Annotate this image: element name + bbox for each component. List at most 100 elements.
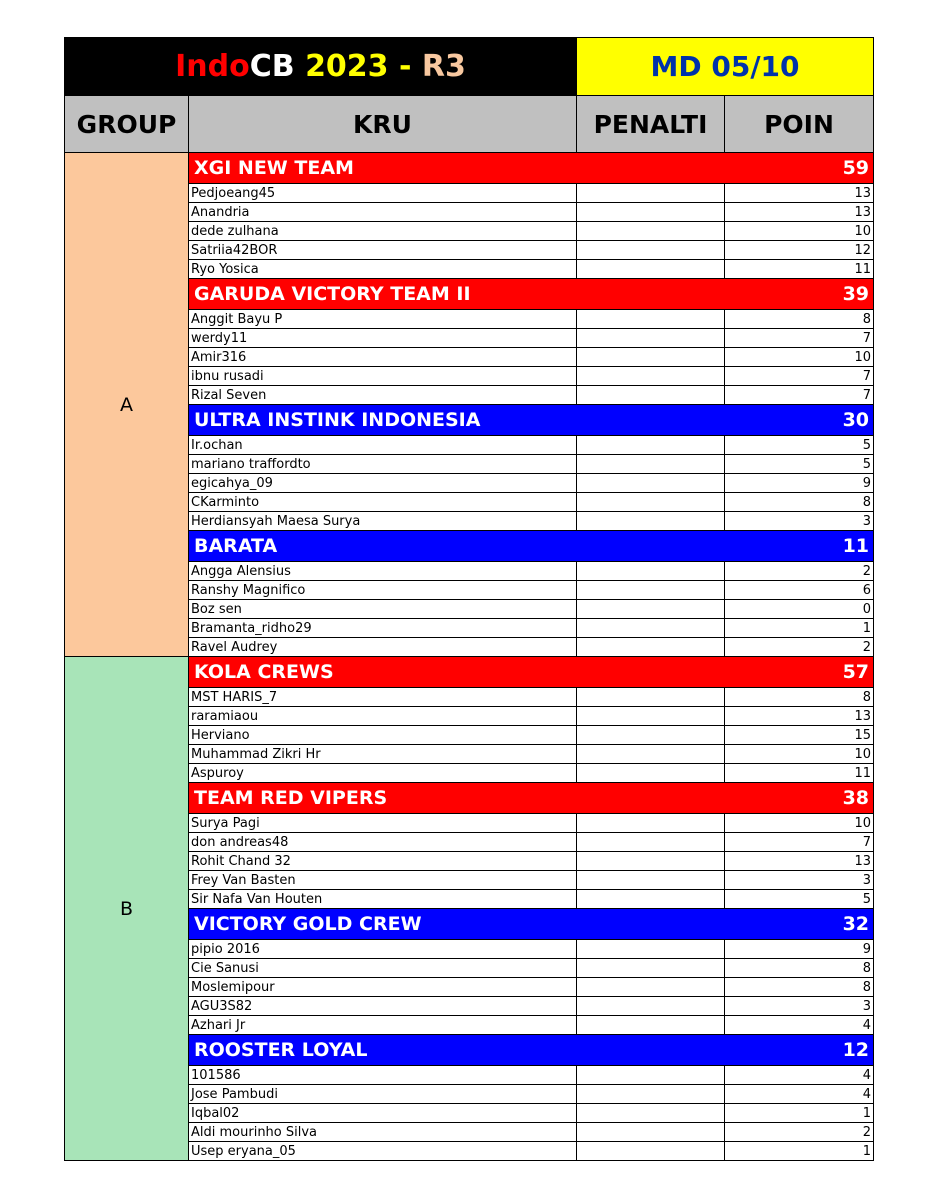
team-row: ULTRA INSTINK INDONESIA 30 bbox=[64, 404, 875, 436]
player-row: MST HARIS_7 8 bbox=[65, 687, 875, 707]
player-row: Ryo Yosica 11 bbox=[65, 259, 875, 279]
player-penalty bbox=[576, 202, 726, 222]
player-points: 13 bbox=[724, 706, 875, 726]
player-penalty bbox=[576, 183, 726, 203]
group-label: A bbox=[64, 152, 189, 657]
team-points: 32 bbox=[724, 908, 875, 940]
player-name: Herviano bbox=[187, 725, 578, 745]
player-penalty bbox=[576, 851, 726, 871]
player-penalty bbox=[576, 599, 726, 619]
player-name: pipio 2016 bbox=[187, 939, 578, 959]
player-name: egicahya_09 bbox=[187, 473, 578, 493]
player-points: 4 bbox=[724, 1015, 875, 1035]
player-penalty bbox=[576, 259, 726, 279]
player-points: 13 bbox=[724, 851, 875, 871]
team-points: 12 bbox=[724, 1034, 875, 1066]
team-name: GARUDA VICTORY TEAM II bbox=[187, 278, 725, 310]
player-row: Sir Nafa Van Houten 5 bbox=[65, 889, 875, 909]
player-row: don andreas48 7 bbox=[65, 832, 875, 852]
team-points: 39 bbox=[724, 278, 875, 310]
player-points: 11 bbox=[724, 763, 875, 783]
player-penalty bbox=[576, 492, 726, 512]
player-name: werdy11 bbox=[187, 328, 578, 348]
player-name: Muhammad Zikri Hr bbox=[187, 744, 578, 764]
player-points: 8 bbox=[724, 309, 875, 329]
player-name: Ir.ochan bbox=[187, 435, 578, 455]
player-points: 0 bbox=[724, 599, 875, 619]
player-penalty bbox=[576, 977, 726, 997]
player-penalty bbox=[576, 889, 726, 909]
team-points: 11 bbox=[724, 530, 875, 562]
player-name: Ranshy Magnifico bbox=[187, 580, 578, 600]
team-row: TEAM RED VIPERS 38 bbox=[64, 782, 875, 814]
player-points: 10 bbox=[724, 221, 875, 241]
player-points: 11 bbox=[724, 259, 875, 279]
player-row: Usep eryana_05 1 bbox=[65, 1141, 875, 1161]
team-points: 57 bbox=[724, 656, 875, 688]
player-name: Anggit Bayu P bbox=[187, 309, 578, 329]
player-penalty bbox=[576, 385, 726, 405]
player-points: 1 bbox=[724, 618, 875, 638]
player-row: Boz sen 0 bbox=[65, 599, 875, 619]
col-kru: KRU bbox=[187, 95, 578, 153]
col-poin: POIN bbox=[724, 95, 875, 153]
matchday-label: MD 05/10 bbox=[576, 37, 875, 96]
player-points: 7 bbox=[724, 385, 875, 405]
player-name: ibnu rusadi bbox=[187, 366, 578, 386]
player-penalty bbox=[576, 725, 726, 745]
player-row: Amir316 10 bbox=[65, 347, 875, 367]
player-points: 5 bbox=[724, 889, 875, 909]
title-part: CB bbox=[249, 49, 306, 84]
player-penalty bbox=[576, 435, 726, 455]
team-row: GARUDA VICTORY TEAM II 39 bbox=[64, 278, 875, 310]
player-points: 1 bbox=[724, 1103, 875, 1123]
team-row: BARATA 11 bbox=[64, 530, 875, 562]
title-part: Indo bbox=[175, 49, 250, 84]
player-points: 5 bbox=[724, 435, 875, 455]
player-name: dede zulhana bbox=[187, 221, 578, 241]
player-name: Angga Alensius bbox=[187, 561, 578, 581]
player-penalty bbox=[576, 763, 726, 783]
player-name: Cie Sanusi bbox=[187, 958, 578, 978]
player-points: 13 bbox=[724, 183, 875, 203]
standings-sheet: IndoCB 2023 - R3 MD 05/10 GROUP KRU PENA… bbox=[63, 37, 875, 1161]
group-label: B bbox=[64, 656, 189, 1161]
title-part: 2023 - bbox=[305, 49, 422, 84]
player-name: Iqbal02 bbox=[187, 1103, 578, 1123]
player-row: Rohit Chand 32 13 bbox=[65, 851, 875, 871]
player-row: Rizal Seven 7 bbox=[65, 385, 875, 405]
player-points: 3 bbox=[724, 511, 875, 531]
player-penalty bbox=[576, 366, 726, 386]
player-name: Pedjoeang45 bbox=[187, 183, 578, 203]
player-points: 10 bbox=[724, 813, 875, 833]
player-row: Moslemipour 8 bbox=[65, 977, 875, 997]
player-points: 2 bbox=[724, 561, 875, 581]
player-penalty bbox=[576, 813, 726, 833]
player-penalty bbox=[576, 473, 726, 493]
player-row: Anandria 13 bbox=[65, 202, 875, 222]
player-penalty bbox=[576, 240, 726, 260]
player-points: 4 bbox=[724, 1065, 875, 1085]
player-penalty bbox=[576, 744, 726, 764]
player-penalty bbox=[576, 1103, 726, 1123]
player-row: CKarminto 8 bbox=[65, 492, 875, 512]
player-row: Surya Pagi 10 bbox=[65, 813, 875, 833]
standings-table: IndoCB 2023 - R3 MD 05/10 GROUP KRU PENA… bbox=[63, 37, 875, 1161]
col-penalti: PENALTI bbox=[576, 95, 726, 153]
player-row: Iqbal02 1 bbox=[65, 1103, 875, 1123]
player-name: Moslemipour bbox=[187, 977, 578, 997]
player-points: 7 bbox=[724, 366, 875, 386]
player-name: Sir Nafa Van Houten bbox=[187, 889, 578, 909]
player-points: 8 bbox=[724, 687, 875, 707]
player-name: 101586 bbox=[187, 1065, 578, 1085]
player-row: 101586 4 bbox=[65, 1065, 875, 1085]
player-name: Frey Van Basten bbox=[187, 870, 578, 890]
player-penalty bbox=[576, 939, 726, 959]
player-points: 3 bbox=[724, 996, 875, 1016]
player-points: 1 bbox=[724, 1141, 875, 1161]
player-penalty bbox=[576, 1122, 726, 1142]
player-penalty bbox=[576, 996, 726, 1016]
team-name: ULTRA INSTINK INDONESIA bbox=[187, 404, 725, 436]
team-row: ROOSTER LOYAL 12 bbox=[64, 1034, 875, 1066]
player-points: 9 bbox=[724, 473, 875, 493]
